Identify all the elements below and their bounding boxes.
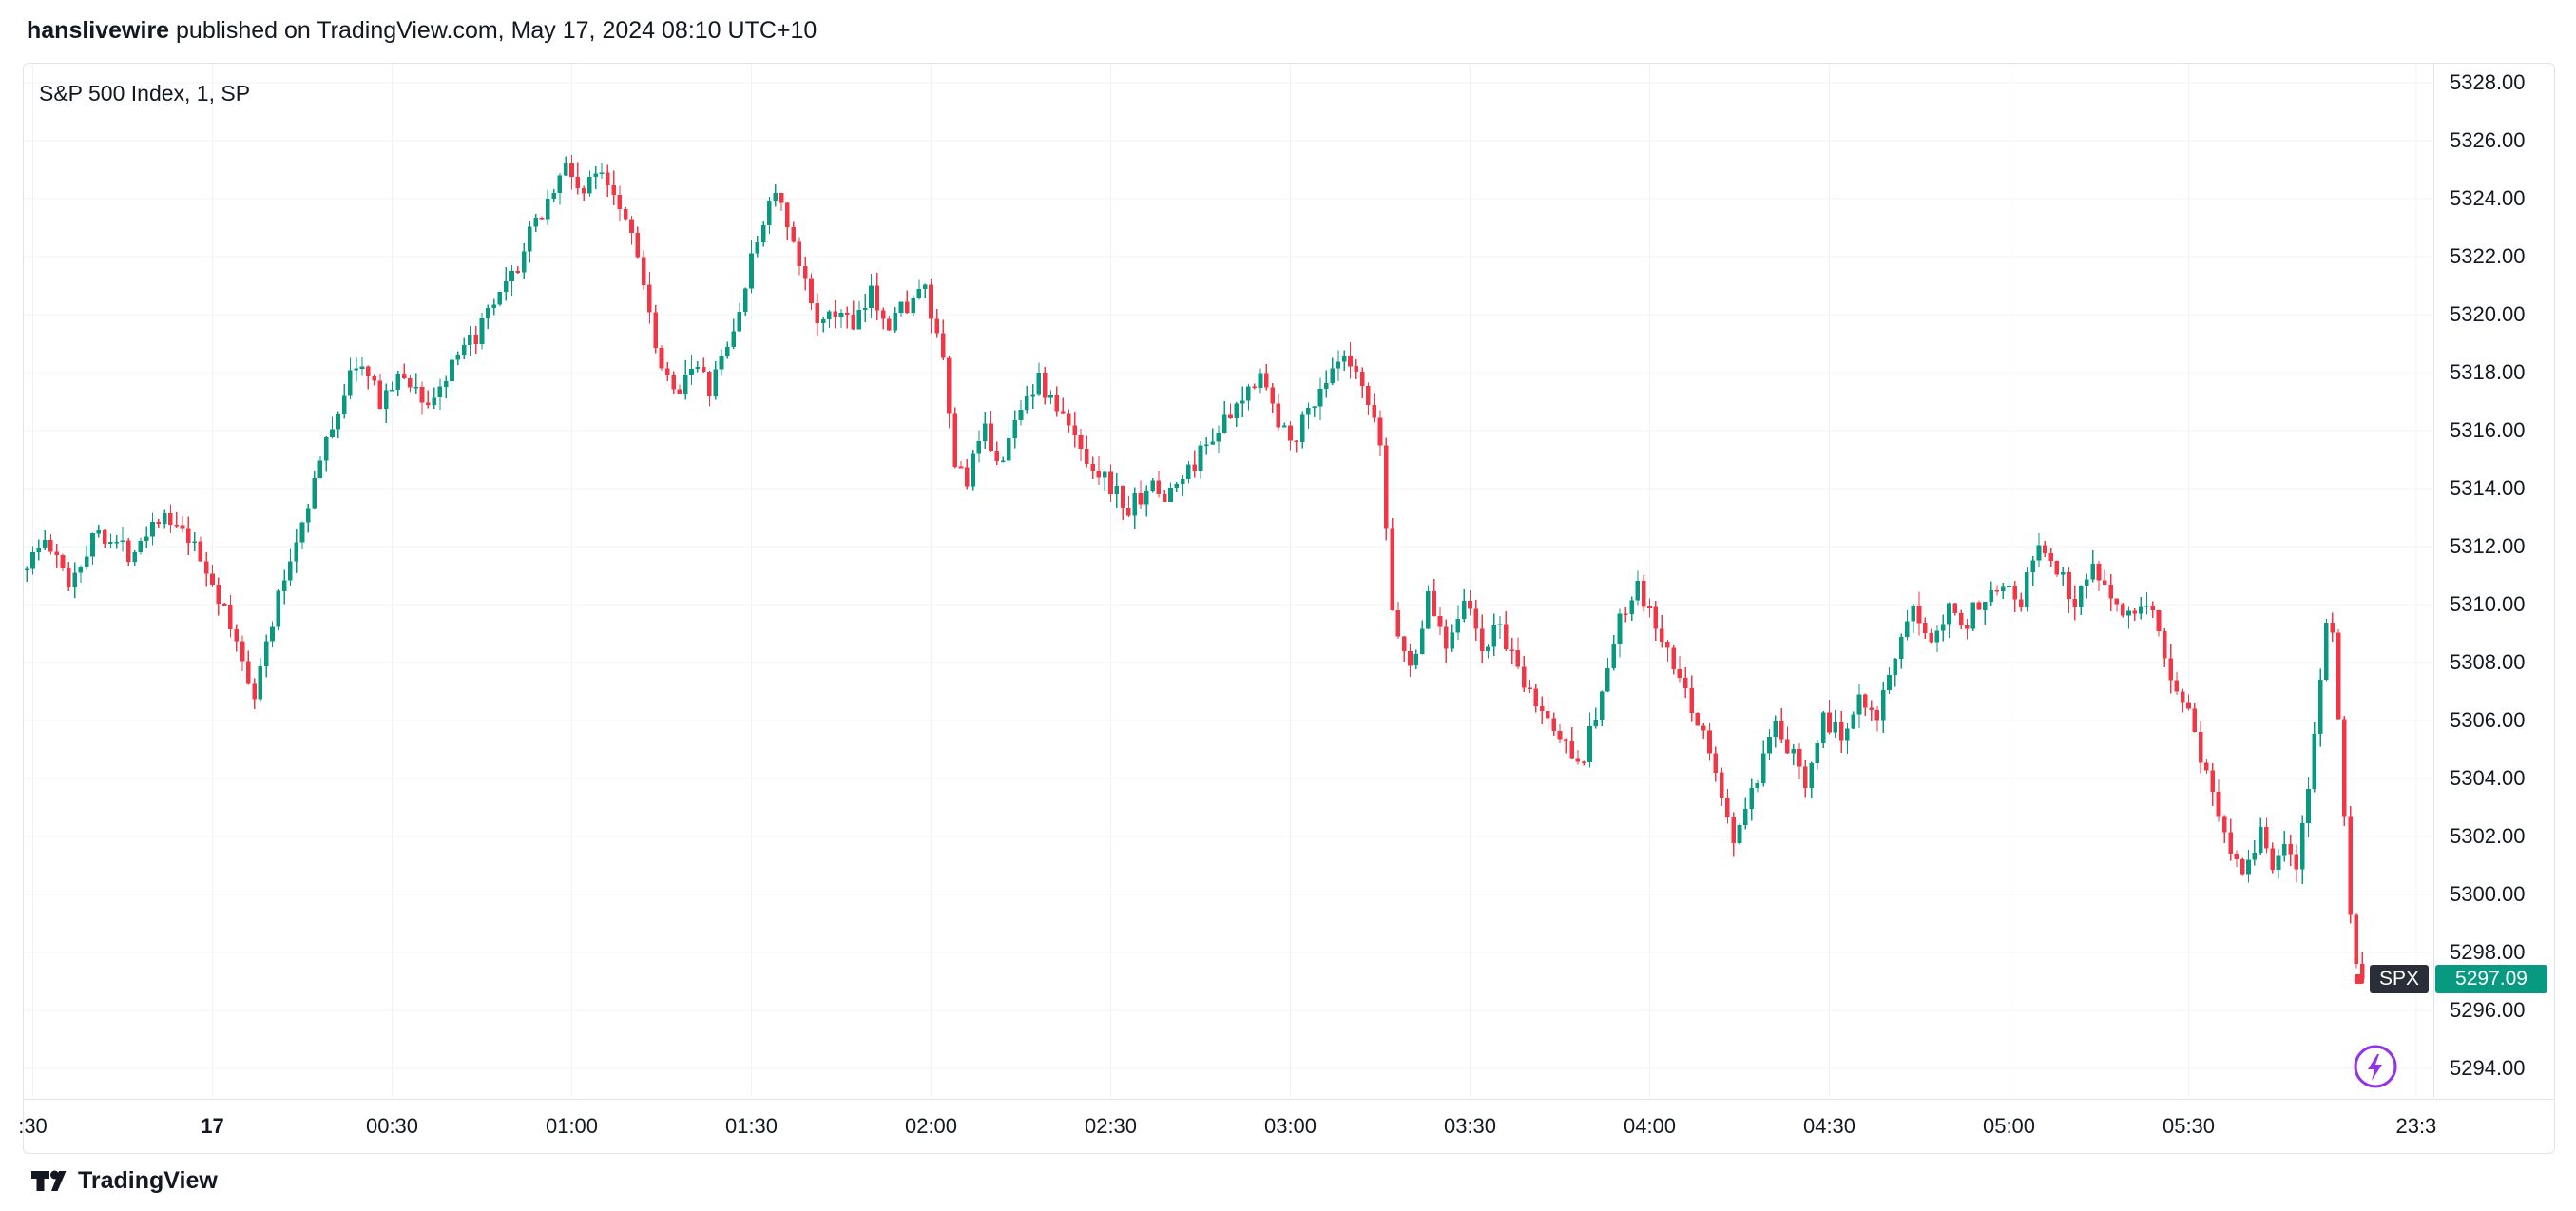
- attribution-text: published on TradingView.com, May 17, 20…: [176, 17, 817, 44]
- price-tick-label: 5328.00: [2450, 70, 2526, 94]
- time-tick-label: 17: [201, 1114, 224, 1138]
- price-tick-label: 5322.00: [2450, 244, 2526, 268]
- time-tick-label: 23:3: [2395, 1114, 2437, 1138]
- price-tick-label: 5294.00: [2450, 1056, 2526, 1080]
- price-tick-label: 5296.00: [2450, 998, 2526, 1022]
- candlestick-chart[interactable]: [24, 64, 2432, 1098]
- price-tick-label: 5304.00: [2450, 766, 2526, 790]
- time-tick-label: 00:30: [365, 1114, 419, 1138]
- symbol-title: S&P 500 Index, 1, SP: [39, 81, 251, 106]
- grid-lines: [24, 64, 2432, 1098]
- time-tick-label: 01:30: [724, 1114, 779, 1138]
- price-tick-label: 5310.00: [2450, 592, 2526, 616]
- time-tick-label: 05:00: [1982, 1114, 2036, 1138]
- lightning-boost-icon: [2354, 1045, 2397, 1088]
- attribution: hanslivewire published on TradingView.co…: [27, 15, 817, 46]
- time-tick-label: 04:00: [1623, 1114, 1677, 1138]
- time-tick-label: 02:30: [1084, 1114, 1138, 1138]
- price-tick-label: 5306.00: [2450, 708, 2526, 732]
- time-tick-label: 05:30: [2162, 1114, 2216, 1138]
- price-tick-label: 5314.00: [2450, 476, 2526, 500]
- price-tick-label: 5300.00: [2450, 882, 2526, 906]
- last-price-badge: 5297.09: [2435, 964, 2547, 993]
- price-tick-label: 5318.00: [2450, 360, 2526, 384]
- price-scale[interactable]: 5328.00 5326.00 5324.00 5322.00 5320.00 5318.…: [2433, 64, 2554, 1098]
- chart-frame: S&P 500 Index, 1, SP 5328.00 5326.00 5324.…: [18, 63, 2555, 1154]
- tradingview-logo-icon[interactable]: [29, 1162, 67, 1200]
- price-tick-label: 5308.00: [2450, 650, 2526, 674]
- price-tick-label: 5316.00: [2450, 418, 2526, 442]
- symbol-badge: SPX: [2370, 964, 2429, 993]
- time-tick-label: 02:00: [904, 1114, 958, 1138]
- time-tick-label: 03:30: [1443, 1114, 1497, 1138]
- footer: TradingView: [29, 1162, 218, 1200]
- attribution-author: hanslivewire: [27, 17, 170, 44]
- price-tick-label: 5326.00: [2450, 128, 2526, 152]
- price-tick-label: 5298.00: [2450, 940, 2526, 964]
- last-bar-marker: [2355, 973, 2364, 984]
- price-tick-label: 5302.00: [2450, 824, 2526, 848]
- time-tick-label: 03:00: [1263, 1114, 1317, 1138]
- price-tick-label: 5312.00: [2450, 534, 2526, 558]
- time-scale[interactable]: :30 17 00:30 01:00 01:30 02:00 02:30 03:00 03:30…: [18, 1099, 2554, 1153]
- candles: [24, 154, 2365, 983]
- time-tick-label: 01:00: [545, 1114, 599, 1138]
- boost-button[interactable]: [2352, 1043, 2399, 1090]
- time-tick-label: 04:30: [1802, 1114, 1856, 1138]
- price-tick-label: 5320.00: [2450, 302, 2526, 326]
- time-tick-label: :30: [18, 1114, 48, 1138]
- last-price-row: SPX 5297.09: [24, 964, 2554, 993]
- price-tick-label: 5324.00: [2450, 186, 2526, 210]
- brand-name[interactable]: TradingView: [78, 1166, 218, 1194]
